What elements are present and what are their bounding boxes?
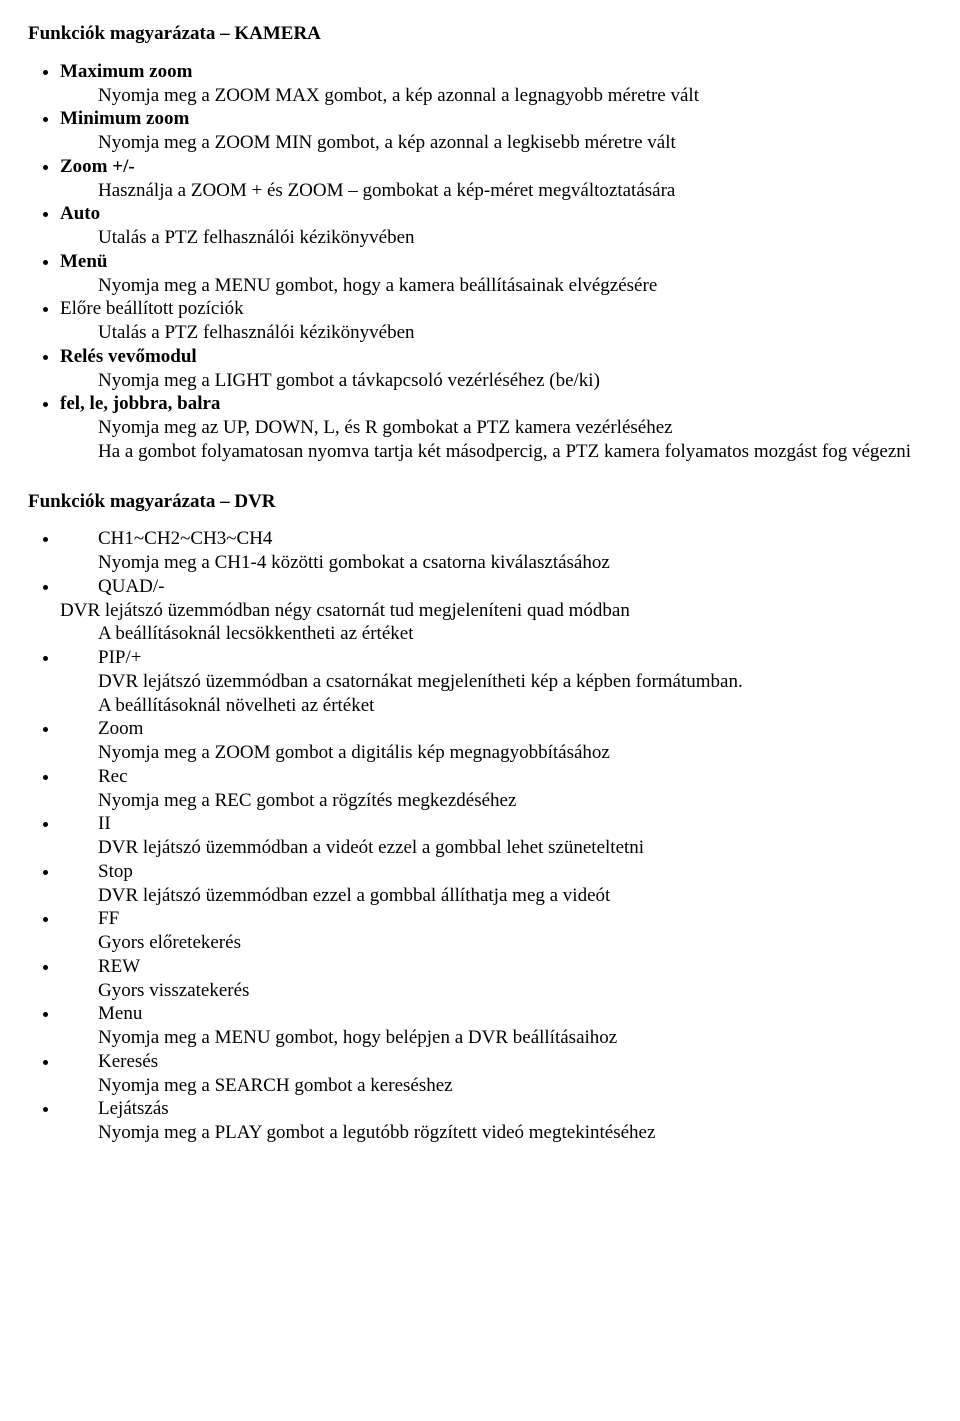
item-desc: Ha a gombot folyamatosan nyomva tartja k… [98,440,932,464]
list-item: Menu Nyomja meg a MENU gombot, hogy belé… [60,1002,932,1050]
item-label: Zoom [98,717,932,741]
item-label: CH1~CH2~CH3~CH4 [98,527,932,551]
list-item: Menü Nyomja meg a MENU gombot, hogy a ka… [60,250,932,298]
item-desc: DVR lejátszó üzemmódban a videót ezzel a… [98,836,932,860]
item-label: REW [98,955,932,979]
item-desc: A beállításoknál lecsökkentheti az érték… [98,622,932,646]
item-desc: Nyomja meg a SEARCH gombot a kereséshez [98,1074,932,1098]
list-item: Előre beállított pozíciók Utalás a PTZ f… [60,297,932,345]
item-desc: Utalás a PTZ felhasználói kézikönyvében [98,226,932,250]
item-desc: DVR lejátszó üzemmódban ezzel a gombbal … [98,884,932,908]
item-label: Lejátszás [98,1097,932,1121]
list-item: Auto Utalás a PTZ felhasználói kézikönyv… [60,202,932,250]
kamera-list: Maximum zoom Nyomja meg a ZOOM MAX gombo… [28,60,932,464]
item-desc: Nyomja meg a REC gombot a rögzítés megke… [98,789,932,813]
item-label: Relés vevőmodul [60,346,197,367]
item-label: Menu [98,1002,932,1026]
item-label: Menü [60,251,108,272]
list-item: Rec Nyomja meg a REC gombot a rögzítés m… [60,765,932,813]
item-desc: DVR lejátszó üzemmódban a csatornákat me… [98,670,932,694]
item-desc: Nyomja meg a LIGHT gombot a távkapcsoló … [98,369,932,393]
list-item: QUAD/- DVR lejátszó üzemmódban négy csat… [60,575,932,646]
list-item: Minimum zoom Nyomja meg a ZOOM MIN gombo… [60,107,932,155]
item-desc: Nyomja meg a ZOOM MIN gombot, a kép azon… [98,131,932,155]
item-label: FF [98,907,932,931]
item-desc: Gyors visszatekerés [98,979,932,1003]
item-label: Előre beállított pozíciók [60,298,244,319]
item-label: fel, le, jobbra, balra [60,393,220,414]
item-desc: Gyors előretekerés [98,931,932,955]
list-item: Lejátszás Nyomja meg a PLAY gombot a leg… [60,1097,932,1145]
list-item: Maximum zoom Nyomja meg a ZOOM MAX gombo… [60,60,932,108]
item-desc: Nyomja meg a MENU gombot, hogy a kamera … [98,274,932,298]
item-desc: DVR lejátszó üzemmódban négy csatornát t… [60,599,932,623]
item-label: Maximum zoom [60,61,192,82]
item-label: Stop [98,860,932,884]
dvr-section-title: Funkciók magyarázata – DVR [28,490,932,514]
list-item: Relés vevőmodul Nyomja meg a LIGHT gombo… [60,345,932,393]
list-item: FF Gyors előretekerés [60,907,932,955]
item-label: Minimum zoom [60,108,189,129]
item-label: II [98,812,932,836]
item-desc: Nyomja meg a MENU gombot, hogy belépjen … [98,1026,932,1050]
list-item: Stop DVR lejátszó üzemmódban ezzel a gom… [60,860,932,908]
item-desc: A beállításoknál növelheti az értéket [98,694,932,718]
list-item: REW Gyors visszatekerés [60,955,932,1003]
list-item: Zoom Nyomja meg a ZOOM gombot a digitáli… [60,717,932,765]
item-desc: Nyomja meg a CH1-4 közötti gombokat a cs… [98,551,932,575]
list-item: CH1~CH2~CH3~CH4 Nyomja meg a CH1-4 közöt… [60,527,932,575]
list-item: PIP/+ DVR lejátszó üzemmódban a csatorná… [60,646,932,717]
item-label: Auto [60,203,100,224]
list-item: Zoom +/- Használja a ZOOM + és ZOOM – go… [60,155,932,203]
kamera-section-title: Funkciók magyarázata – KAMERA [28,22,932,46]
dvr-list: CH1~CH2~CH3~CH4 Nyomja meg a CH1-4 közöt… [28,527,932,1145]
item-label: QUAD/- [98,575,932,599]
list-item: II DVR lejátszó üzemmódban a videót ezze… [60,812,932,860]
item-desc: Nyomja meg a ZOOM gombot a digitális kép… [98,741,932,765]
item-label: Rec [98,765,932,789]
item-desc: Nyomja meg a ZOOM MAX gombot, a kép azon… [98,84,932,108]
item-label: Zoom +/- [60,156,135,177]
item-label: Keresés [98,1050,932,1074]
item-desc: Nyomja meg az UP, DOWN, L, és R gombokat… [98,416,932,440]
item-label: PIP/+ [98,646,932,670]
item-desc: Utalás a PTZ felhasználói kézikönyvében [98,321,932,345]
list-item: Keresés Nyomja meg a SEARCH gombot a ker… [60,1050,932,1098]
list-item: fel, le, jobbra, balra Nyomja meg az UP,… [60,392,932,463]
item-desc: Nyomja meg a PLAY gombot a legutóbb rögz… [98,1121,932,1145]
item-desc: Használja a ZOOM + és ZOOM – gombokat a … [98,179,932,203]
